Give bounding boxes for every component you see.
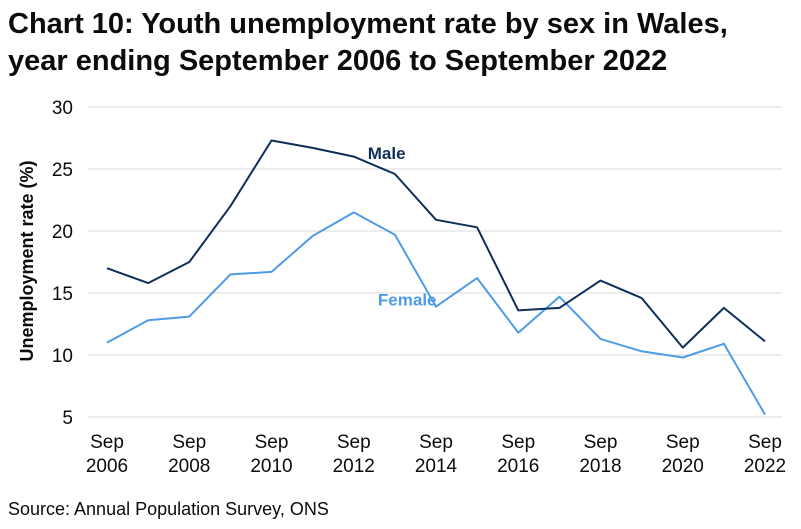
x-tick-label-2020-month: Sep	[666, 432, 700, 453]
x-tick-label-2014-month: Sep	[419, 432, 453, 453]
x-tick-label-2006-year: 2006	[86, 456, 128, 477]
x-tick-label-2010-month: Sep	[255, 432, 289, 453]
x-tick-label-2016-year: 2016	[497, 456, 539, 477]
x-tick-label-2006-month: Sep	[90, 432, 124, 453]
gridlines	[88, 106, 782, 418]
y-tick-label-30: 30	[52, 98, 73, 119]
x-tick-label-2018-month: Sep	[584, 432, 618, 453]
y-tick-label-10: 10	[52, 346, 73, 367]
y-tick-label-20: 20	[52, 222, 73, 243]
x-tick-label-2018-year: 2018	[579, 456, 621, 477]
series-lines	[106, 139, 766, 416]
chart-title-line-2: year ending September 2006 to September …	[8, 45, 668, 77]
y-tick-label-15: 15	[52, 284, 73, 305]
x-tick-label-2014-year: 2014	[415, 456, 458, 477]
x-tick-label-2010-year: 2010	[250, 456, 292, 477]
series-line-female	[106, 211, 766, 416]
chart-title-line-1: Chart 10: Youth unemployment rate by sex…	[8, 8, 728, 40]
x-tick-label-2022-year: 2022	[744, 456, 786, 477]
x-tick-label-2016-month: Sep	[501, 432, 535, 453]
y-tick-label-5: 5	[62, 408, 73, 429]
x-tick-label-2008-month: Sep	[172, 432, 206, 453]
series-label-female: Female	[378, 290, 437, 309]
chart-title: Chart 10: Youth unemployment rate by sex…	[8, 6, 798, 80]
y-axis-label: Unemployment rate (%)	[17, 160, 37, 361]
series-labels: Female Male	[368, 144, 437, 309]
y-axis-ticks: 5 10 15 20 25 30	[52, 98, 73, 429]
series-label-male: Male	[368, 144, 406, 163]
series-line-male	[106, 139, 766, 349]
source-note: Source: Annual Population Survey, ONS	[8, 499, 329, 519]
x-axis-ticks: Sep 2006 Sep 2008 Sep 2010 Sep 2012 Sep 2014 Sep 20…	[86, 432, 786, 477]
x-tick-label-2012-year: 2012	[333, 456, 375, 477]
x-tick-label-2022-month: Sep	[748, 432, 782, 453]
x-tick-label-2020-year: 2020	[662, 456, 704, 477]
x-tick-label-2008-year: 2008	[168, 456, 210, 477]
x-tick-label-2012-month: Sep	[337, 432, 371, 453]
y-tick-label-25: 25	[52, 160, 73, 181]
